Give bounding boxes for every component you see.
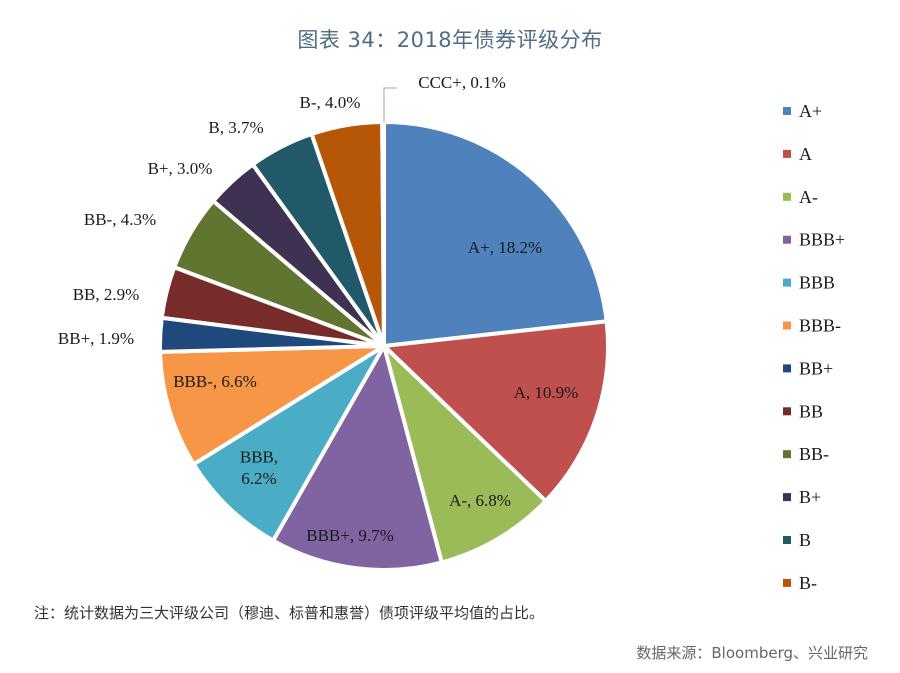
- legend-label-bb-minus: BB-: [799, 444, 829, 464]
- leader-lines: [383, 87, 397, 122]
- legend-label-bb: BB: [799, 401, 823, 421]
- legend-swatch-b: [783, 536, 791, 544]
- legend-swatch-b-plus: [783, 493, 791, 502]
- legend-label-a-minus: A-: [799, 187, 818, 207]
- legend-label-bbb-minus: BBB-: [799, 316, 841, 336]
- legend-label-a-plus: A+: [799, 101, 822, 121]
- slice-label-a-plus: A+, 18.2%: [468, 238, 542, 257]
- legend-label-b: B: [799, 530, 811, 550]
- legend-label-b-minus: B-: [799, 573, 817, 593]
- slice-label-bbb-plus: BBB+, 9.7%: [306, 526, 394, 545]
- leader-line-ccc-plus: [383, 87, 397, 122]
- slice-label-bbb-minus: BBB-, 6.6%: [173, 372, 257, 391]
- legend-swatch-bbb-plus: [783, 235, 791, 244]
- slice-label-bb-plus: BB+, 1.9%: [58, 329, 134, 348]
- slice-label-bb: BB, 2.9%: [73, 285, 140, 304]
- slice-label-bbb: BBB, 6.2%: [240, 448, 278, 488]
- legend-label-bb-plus: BB+: [799, 358, 833, 378]
- slice-label-bb-minus: BB-, 4.3%: [84, 210, 156, 229]
- pie-chart: A+, 18.2% A, 10.9% A-, 6.8% BBB+, 9.7% BBB, 6…: [58, 73, 845, 593]
- pie-slice-a: [382, 319, 610, 504]
- legend-label-bbb-plus: BBB+: [799, 230, 845, 250]
- legend-swatch-a-minus: [783, 192, 791, 201]
- slice-label-a: A, 10.9%: [514, 383, 579, 402]
- data-source: 数据来源：Bloomberg、兴业研究: [636, 644, 868, 662]
- pie-slice-a-plus: [382, 120, 609, 348]
- legend-label-bbb: BBB: [799, 273, 835, 293]
- chart-title: 图表 34：2018年债券评级分布: [297, 28, 603, 52]
- legend-swatch-a-plus: [783, 107, 791, 115]
- legend-swatch-bbb: [783, 278, 791, 287]
- slice-label-b-plus: B+, 3.0%: [148, 159, 213, 178]
- legend-swatch-bb-minus: [783, 450, 791, 459]
- pie-slice-bbb-plus: [271, 344, 444, 572]
- pie-slices: [158, 119, 610, 572]
- legend-label-b-plus: B+: [799, 487, 821, 507]
- legend-swatch-bb-plus: [783, 364, 791, 373]
- pie-slice-a-minus: [382, 344, 548, 565]
- slice-labels: A+, 18.2% A, 10.9% A-, 6.8% BBB+, 9.7% BBB, 6…: [58, 73, 578, 545]
- pie-slice-bbb-minus: [158, 344, 386, 467]
- legend-swatch-bb: [783, 407, 791, 416]
- legend-swatch-b-minus: [783, 578, 791, 587]
- legend-label-a: A: [799, 144, 812, 164]
- slice-label-ccc-plus: CCC+, 0.1%: [418, 73, 506, 92]
- slice-label-b: B, 3.7%: [208, 118, 263, 137]
- slice-label-a-minus: A-, 6.8%: [449, 491, 511, 510]
- slice-label-b-minus: B-, 4.0%: [300, 93, 361, 112]
- legend-swatch-a: [783, 149, 791, 158]
- pie-slice-ccc-plus: [380, 119, 386, 348]
- chart-note: 注：统计数据为三大评级公司（穆迪、标普和惠誉）债项评级平均值的占比。: [34, 604, 545, 622]
- pie-slice-bbb: [191, 344, 386, 543]
- legend-swatch-bbb-minus: [783, 321, 791, 330]
